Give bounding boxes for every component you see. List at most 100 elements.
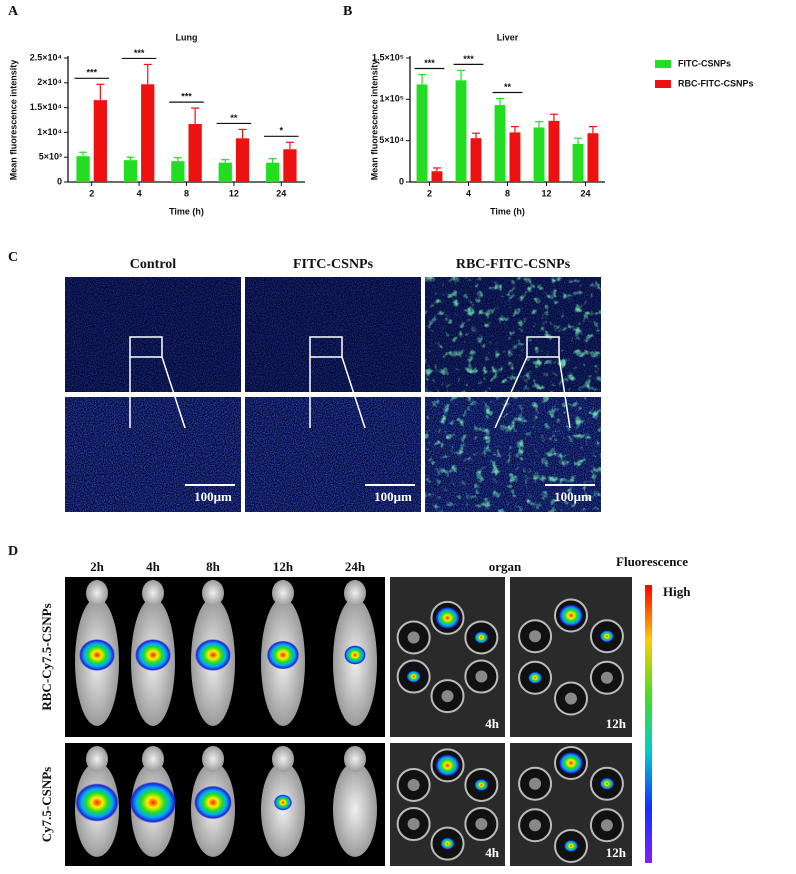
organ (407, 778, 420, 791)
time-label: 24h (345, 559, 366, 574)
fluorescence-signal (194, 785, 232, 820)
organ-time: 12h (606, 845, 627, 860)
x-tick-label: 24 (580, 188, 590, 198)
bar (548, 120, 560, 182)
organ (529, 630, 542, 643)
organ-signal (564, 839, 578, 852)
organ-signal (474, 631, 489, 644)
x-tick-label: 8 (505, 188, 510, 198)
organ-time: 4h (485, 845, 500, 860)
organ (475, 670, 488, 683)
organ (441, 690, 454, 703)
scale-bar-label: 100μm (194, 489, 232, 504)
zoom-line (341, 356, 366, 429)
x-axis-label: Time (h) (169, 206, 204, 216)
zoom-line (494, 356, 528, 429)
sig-label: *** (86, 68, 97, 78)
column-header: RBC-FITC-CSNPs (456, 257, 571, 272)
column-header: FITC-CSNPs (293, 257, 374, 272)
zoom-box (309, 336, 343, 358)
y-tick-label: 2.5×10⁴ (30, 52, 62, 62)
fluorescence-signal (79, 639, 115, 671)
mouse-head (142, 746, 164, 772)
bar (283, 149, 297, 182)
sig-label: * (280, 126, 284, 136)
micrograph-signal (245, 277, 421, 392)
fluorescence-signal (75, 783, 119, 822)
organ-signal (435, 754, 460, 777)
micrograph-green (425, 277, 601, 392)
mouse-head (86, 580, 108, 606)
y-tick-label: 5×10⁴ (379, 135, 404, 145)
bar (509, 132, 521, 182)
x-tick-label: 12 (229, 188, 239, 198)
panel-label: C (8, 250, 18, 265)
y-tick-label: 1.5×10⁵ (372, 52, 404, 62)
organ-title: organ (489, 559, 522, 574)
chart-title: Lung (176, 32, 198, 42)
y-tick-label: 5×10³ (39, 152, 62, 162)
sig-label: *** (463, 54, 474, 64)
bar (587, 133, 599, 182)
legend-label: RBC-FITC-CSNPs (678, 78, 754, 88)
row-label: RBC-Cy7.5-CSNPs (39, 603, 54, 710)
chart-title: Liver (497, 32, 519, 42)
y-axis-label: Mean fluorescence intensity (8, 60, 18, 181)
panel-label: D (8, 544, 18, 559)
organ-signal (440, 837, 455, 850)
bar (93, 100, 107, 182)
organ (529, 819, 542, 832)
y-tick-label: 0 (57, 176, 62, 186)
x-axis-label: Time (h) (490, 206, 525, 216)
y-tick-label: 0 (399, 176, 404, 186)
time-label: 2h (90, 559, 105, 574)
mouse-head (272, 746, 294, 772)
bar (141, 84, 155, 182)
x-tick-label: 8 (184, 188, 189, 198)
organ (600, 819, 613, 832)
y-tick-label: 1×10⁵ (380, 94, 405, 104)
sig-label: *** (181, 91, 192, 101)
sig-label: *** (134, 48, 145, 58)
y-tick-label: 1.5×10⁴ (30, 102, 62, 112)
mouse-head (142, 580, 164, 606)
panel-label: A (8, 4, 19, 19)
y-axis-label: Mean fluorescence intensity (369, 60, 379, 181)
bar (218, 162, 232, 182)
organ-signal (559, 604, 583, 627)
fluorescence-signal (195, 639, 231, 671)
sig-label: *** (424, 58, 435, 68)
fluorescence-signal (344, 645, 366, 665)
bar (455, 80, 467, 182)
organ-signal (406, 670, 421, 683)
y-tick-label: 2×10⁴ (37, 77, 62, 87)
time-label: 8h (206, 559, 221, 574)
micrograph-green (425, 397, 601, 512)
bar (572, 143, 584, 182)
sig-label: ** (230, 113, 238, 123)
bar (76, 156, 90, 182)
mouse-head (86, 746, 108, 772)
x-tick-label: 2 (89, 188, 94, 198)
bar (416, 84, 428, 182)
mouse-head (344, 746, 366, 772)
bar (431, 171, 443, 182)
mouse-head (202, 746, 224, 772)
mouse-body (333, 762, 377, 857)
time-label: 4h (146, 559, 161, 574)
mouse-head (344, 580, 366, 606)
organ-signal (474, 778, 489, 791)
zoom-line (558, 356, 571, 429)
bar (470, 138, 482, 182)
organ (407, 631, 420, 644)
fluorescence-signal (274, 794, 292, 811)
y-tick-label: 1×10⁴ (37, 127, 62, 137)
organ-signal (435, 606, 460, 629)
micrograph-signal (65, 397, 241, 512)
scale-bar-label: 100μm (374, 489, 412, 504)
bar (494, 105, 506, 182)
bar (533, 127, 545, 182)
legend-swatch (655, 80, 671, 88)
fluorescence-signal (266, 640, 300, 670)
